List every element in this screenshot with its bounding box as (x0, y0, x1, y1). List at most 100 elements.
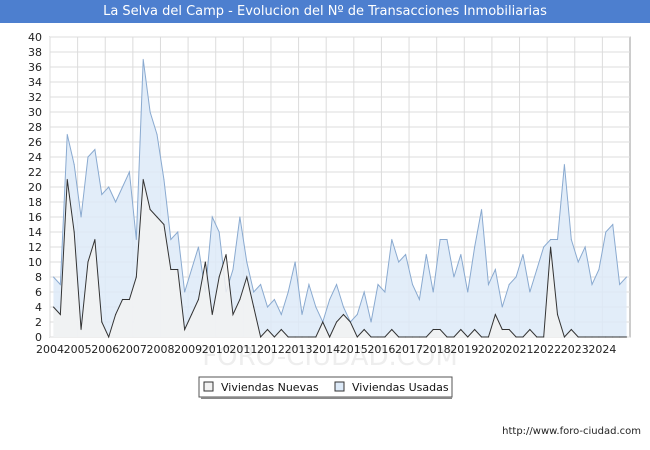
x-tick-label: 2013 (285, 343, 313, 356)
data-point-viviendas-nuevas (80, 328, 82, 331)
data-point-viviendas-nuevas (494, 313, 496, 316)
x-tick-label: 2023 (561, 343, 589, 356)
data-point-viviendas-nuevas (342, 313, 345, 316)
data-point-viviendas-nuevas (584, 336, 586, 338)
data-point-viviendas-usadas (211, 216, 213, 218)
data-point-viviendas-nuevas (239, 298, 241, 301)
data-point-viviendas-nuevas (156, 216, 158, 218)
data-point-viviendas-nuevas (439, 328, 441, 331)
legend-label-viviendas-nuevas: Viviendas Nuevas (221, 381, 319, 394)
x-tick-label: 2005 (64, 343, 92, 356)
data-point-viviendas-usadas (52, 276, 55, 278)
data-point-viviendas-usadas (418, 298, 420, 301)
data-point-viviendas-usadas (384, 291, 386, 293)
data-point-viviendas-usadas (605, 231, 607, 233)
data-point-viviendas-usadas (501, 306, 503, 308)
data-point-viviendas-nuevas (260, 336, 262, 338)
data-point-viviendas-nuevas (335, 321, 338, 323)
data-point-viviendas-usadas (128, 171, 130, 173)
data-point-viviendas-usadas (543, 246, 545, 248)
data-point-viviendas-usadas (190, 268, 193, 271)
data-point-viviendas-usadas (170, 238, 172, 241)
x-tick-label: 2015 (340, 343, 368, 356)
data-point-viviendas-nuevas (315, 336, 317, 338)
legend-label-viviendas-usadas: Viviendas Usadas (352, 381, 449, 394)
data-point-viviendas-nuevas (266, 328, 269, 331)
data-point-viviendas-usadas (563, 163, 566, 166)
source-url[interactable]: http://www.foro-ciudad.com (502, 426, 641, 437)
data-point-viviendas-usadas (474, 246, 476, 248)
data-point-viviendas-usadas (80, 216, 82, 218)
title-bar (0, 0, 650, 23)
x-tick-label: 2022 (533, 343, 561, 356)
data-point-viviendas-nuevas (453, 336, 455, 338)
data-point-viviendas-nuevas (370, 336, 372, 338)
data-point-viviendas-usadas (432, 291, 434, 293)
data-point-viviendas-nuevas (301, 336, 303, 338)
data-point-viviendas-nuevas (73, 231, 75, 233)
data-point-viviendas-usadas (301, 313, 303, 316)
data-point-viviendas-usadas (239, 216, 241, 218)
x-tick-label: 2012 (257, 343, 285, 356)
data-point-viviendas-usadas (508, 283, 510, 286)
x-tick-label: 2009 (174, 343, 202, 356)
data-point-viviendas-nuevas (225, 253, 227, 256)
data-point-viviendas-usadas (522, 253, 524, 256)
data-point-viviendas-nuevas (294, 336, 296, 338)
y-tick-label: 18 (28, 196, 42, 209)
y-tick-label: 8 (35, 271, 42, 284)
data-point-viviendas-nuevas (135, 276, 137, 278)
data-point-viviendas-nuevas (197, 298, 200, 301)
data-point-viviendas-nuevas (108, 336, 110, 338)
data-point-viviendas-nuevas (550, 246, 552, 248)
data-point-viviendas-usadas (329, 298, 331, 301)
data-point-viviendas-nuevas (543, 336, 545, 338)
data-point-viviendas-usadas (149, 111, 151, 113)
data-point-viviendas-nuevas (280, 328, 282, 331)
watermark: FORO-CIUDAD.COM (202, 342, 458, 372)
x-tick-label: 2017 (395, 343, 423, 356)
data-point-viviendas-nuevas (432, 328, 434, 331)
data-point-viviendas-nuevas (115, 313, 117, 316)
data-point-viviendas-usadas (108, 186, 110, 188)
data-point-viviendas-usadas (598, 268, 600, 271)
y-tick-label: 14 (28, 226, 42, 239)
y-tick-label: 40 (28, 31, 42, 44)
data-point-viviendas-usadas (156, 133, 158, 136)
data-point-viviendas-usadas (135, 238, 137, 241)
data-point-viviendas-usadas (515, 276, 517, 278)
data-point-viviendas-nuevas (570, 328, 572, 331)
series-line-viviendas-nuevas (53, 179, 627, 339)
y-tick-label: 30 (28, 106, 42, 119)
data-point-viviendas-usadas (577, 261, 579, 263)
x-tick-label: 2014 (312, 343, 340, 356)
data-point-viviendas-nuevas (577, 336, 579, 338)
data-point-viviendas-nuevas (474, 328, 476, 331)
y-tick-label: 34 (28, 76, 42, 89)
data-point-viviendas-nuevas (94, 238, 96, 241)
data-point-viviendas-nuevas (356, 336, 358, 338)
series-area-viviendas-nuevas (53, 179, 627, 337)
data-point-viviendas-nuevas (418, 336, 420, 338)
data-point-viviendas-nuevas (121, 298, 124, 301)
data-point-viviendas-usadas (260, 283, 262, 286)
data-point-viviendas-usadas (218, 231, 220, 233)
x-tick-label: 2024 (588, 343, 616, 356)
data-point-viviendas-nuevas (619, 336, 621, 338)
data-point-viviendas-usadas (266, 306, 269, 308)
data-point-viviendas-nuevas (384, 336, 386, 338)
data-point-viviendas-nuevas (287, 336, 289, 338)
data-point-viviendas-nuevas (128, 298, 130, 301)
data-point-viviendas-usadas (480, 208, 483, 211)
data-point-viviendas-nuevas (59, 313, 61, 316)
y-tick-label: 4 (35, 301, 42, 314)
data-point-viviendas-nuevas (508, 328, 510, 331)
data-point-viviendas-usadas (405, 253, 407, 256)
data-point-viviendas-nuevas (66, 178, 68, 181)
series-area-viviendas-usadas (53, 59, 627, 337)
y-tick-label: 12 (28, 241, 42, 254)
legend-swatch-viviendas-usadas (334, 381, 345, 392)
data-point-viviendas-usadas (59, 283, 61, 286)
data-point-viviendas-nuevas (446, 336, 448, 338)
y-tick-label: 10 (28, 256, 42, 269)
